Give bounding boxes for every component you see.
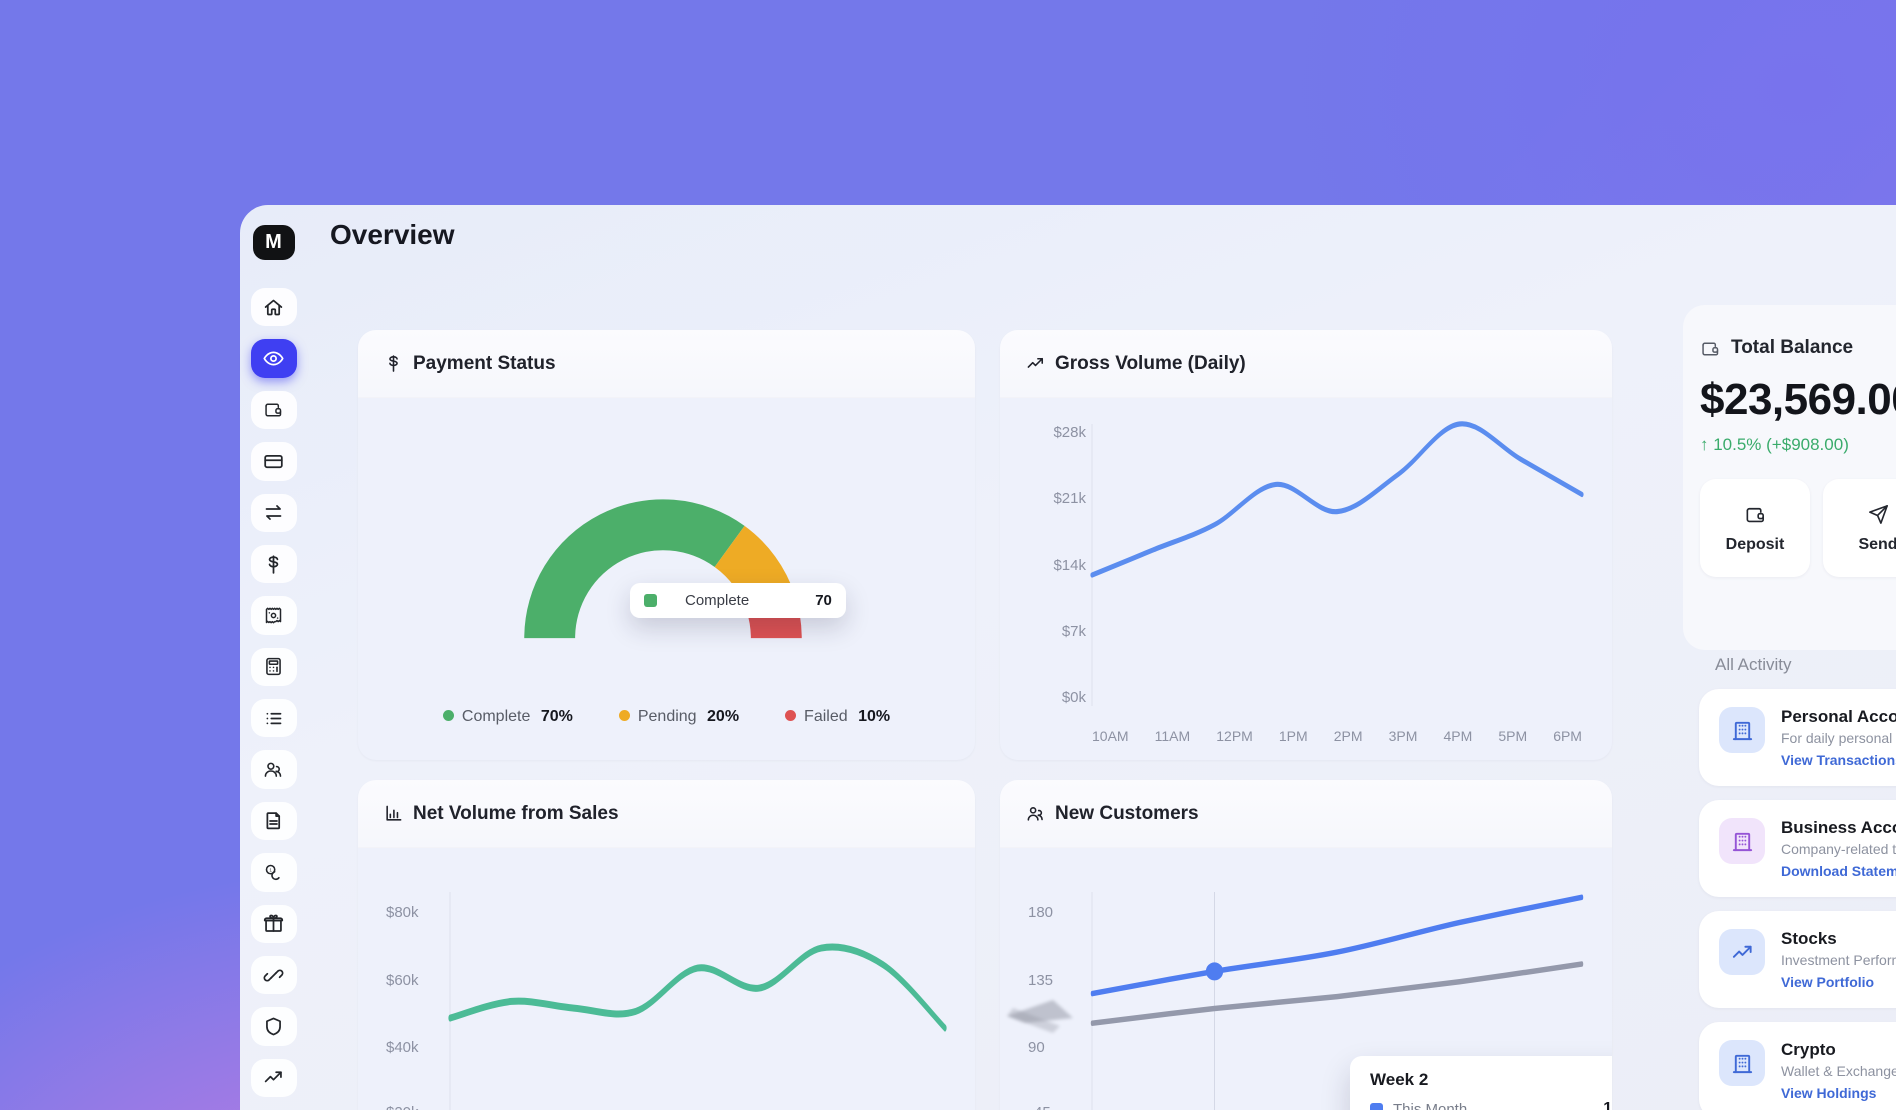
svg-text:1: 1	[269, 867, 272, 872]
